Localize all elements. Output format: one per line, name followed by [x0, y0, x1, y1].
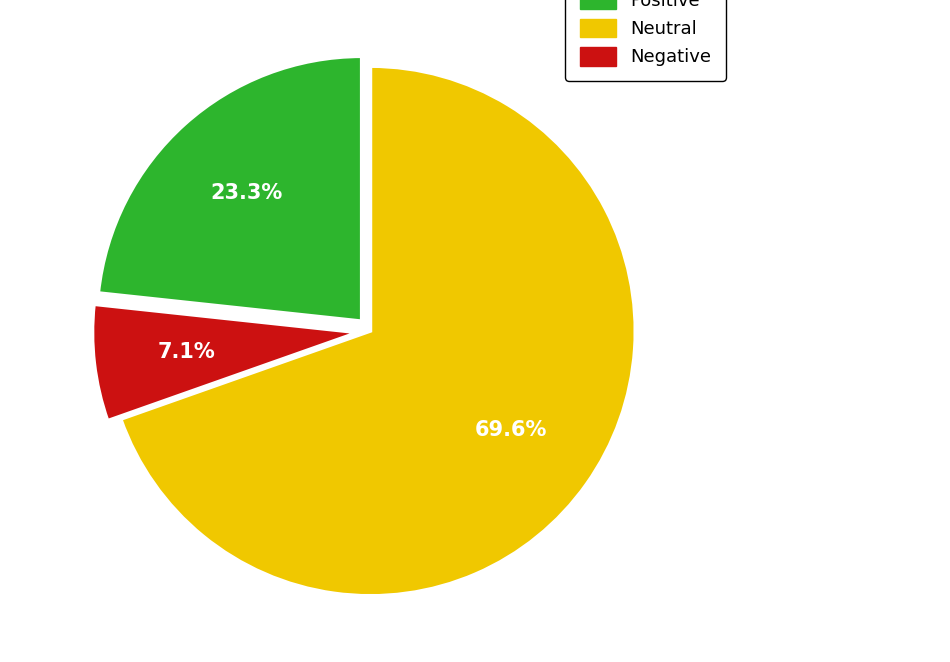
Wedge shape [121, 66, 636, 596]
Wedge shape [92, 305, 357, 420]
Text: 69.6%: 69.6% [475, 420, 547, 440]
Text: 23.3%: 23.3% [211, 183, 283, 203]
Wedge shape [99, 56, 362, 321]
Text: 7.1%: 7.1% [158, 342, 216, 363]
Legend: Positive, Neutral, Negative: Positive, Neutral, Negative [565, 0, 726, 81]
